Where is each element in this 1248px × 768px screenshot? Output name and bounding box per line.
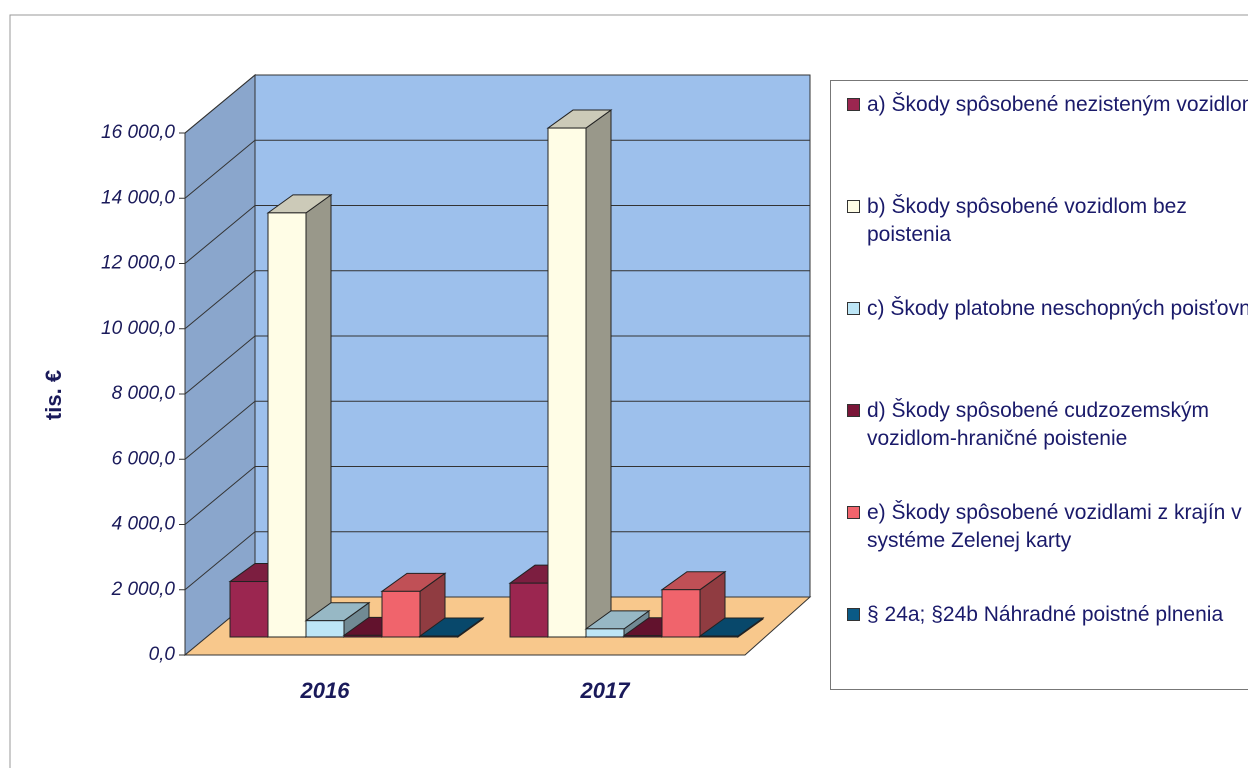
y-tick-label: 6 000,0	[112, 448, 176, 469]
grid-line	[184, 270, 256, 330]
legend-swatch	[847, 302, 860, 315]
legend-entry: e) Škody spôsobené vozidlami z krajín v …	[845, 499, 1248, 555]
legend-label: a) Škody spôsobené nezisteným vozidlom	[867, 93, 1248, 116]
legend-swatch	[847, 200, 860, 213]
y-axis-title: tis. €	[41, 370, 66, 420]
y-tick-label: 4 000,0	[112, 514, 176, 535]
legend-swatch	[847, 506, 860, 519]
legend: a) Škody spôsobené nezisteným vozidlom b)…	[830, 80, 1248, 690]
y-tick-label: 2 000,0	[111, 579, 176, 600]
y-tick-label: 16 000,0	[101, 122, 175, 143]
grid-line	[184, 531, 256, 591]
bar	[343, 634, 383, 638]
legend-label: § 24a; §24b Náhradné poistné plnenia	[867, 603, 1224, 626]
bar	[509, 582, 549, 638]
x-tick-label: 2017	[580, 678, 632, 703]
y-tick-label: 14 000,0	[101, 187, 175, 208]
legend-label: c) Škody platobne neschopných poisťovní	[867, 297, 1248, 320]
bar	[699, 635, 739, 638]
y-tick-label: 0,0	[149, 644, 176, 665]
legend-entry: c) Škody platobne neschopných poisťovní	[845, 295, 1248, 323]
legend-label: b) Škody spôsobené vozidlom bez poisteni…	[867, 195, 1187, 246]
grid-line	[184, 335, 256, 395]
grid-line	[184, 139, 256, 199]
legend-entry: b) Škody spôsobené vozidlom bez poisteni…	[845, 193, 1248, 249]
bar-side	[305, 193, 332, 638]
bar	[419, 635, 459, 638]
legend-entry: § 24a; §24b Náhradné poistné plnenia	[845, 601, 1248, 629]
bar-side	[585, 109, 612, 638]
x-tick-label: 2016	[300, 678, 351, 703]
bar	[547, 127, 587, 638]
y-tick-label: 8 000,0	[112, 383, 176, 404]
bar	[267, 212, 307, 638]
grid-line	[184, 400, 256, 460]
bar	[661, 589, 701, 638]
legend-label: e) Škody spôsobené vozidlami z krajín v …	[867, 501, 1242, 552]
legend-entry: d) Škody spôsobené cudzozemským vozidlom…	[845, 397, 1248, 453]
bar	[229, 581, 269, 638]
frame	[9, 14, 1248, 768]
bar	[623, 635, 663, 638]
grid-line	[184, 74, 256, 134]
grid-line	[184, 205, 256, 264]
y-tick-label: 10 000,0	[101, 318, 175, 339]
y-tick-label: 12 000,0	[101, 253, 175, 274]
legend-swatch	[847, 404, 860, 417]
bar	[381, 590, 421, 638]
legend-swatch	[847, 608, 860, 621]
legend-label: d) Škody spôsobené cudzozemským vozidlom…	[867, 399, 1209, 450]
legend-swatch	[847, 98, 860, 111]
bar	[585, 628, 625, 638]
grid-line	[184, 466, 256, 525]
legend-entry: a) Škody spôsobené nezisteným vozidlom	[845, 91, 1248, 119]
bar	[305, 620, 345, 638]
